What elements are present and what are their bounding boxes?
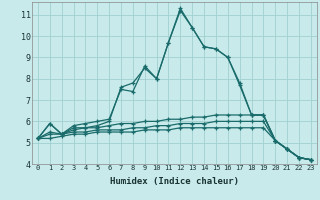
X-axis label: Humidex (Indice chaleur): Humidex (Indice chaleur) [110, 177, 239, 186]
